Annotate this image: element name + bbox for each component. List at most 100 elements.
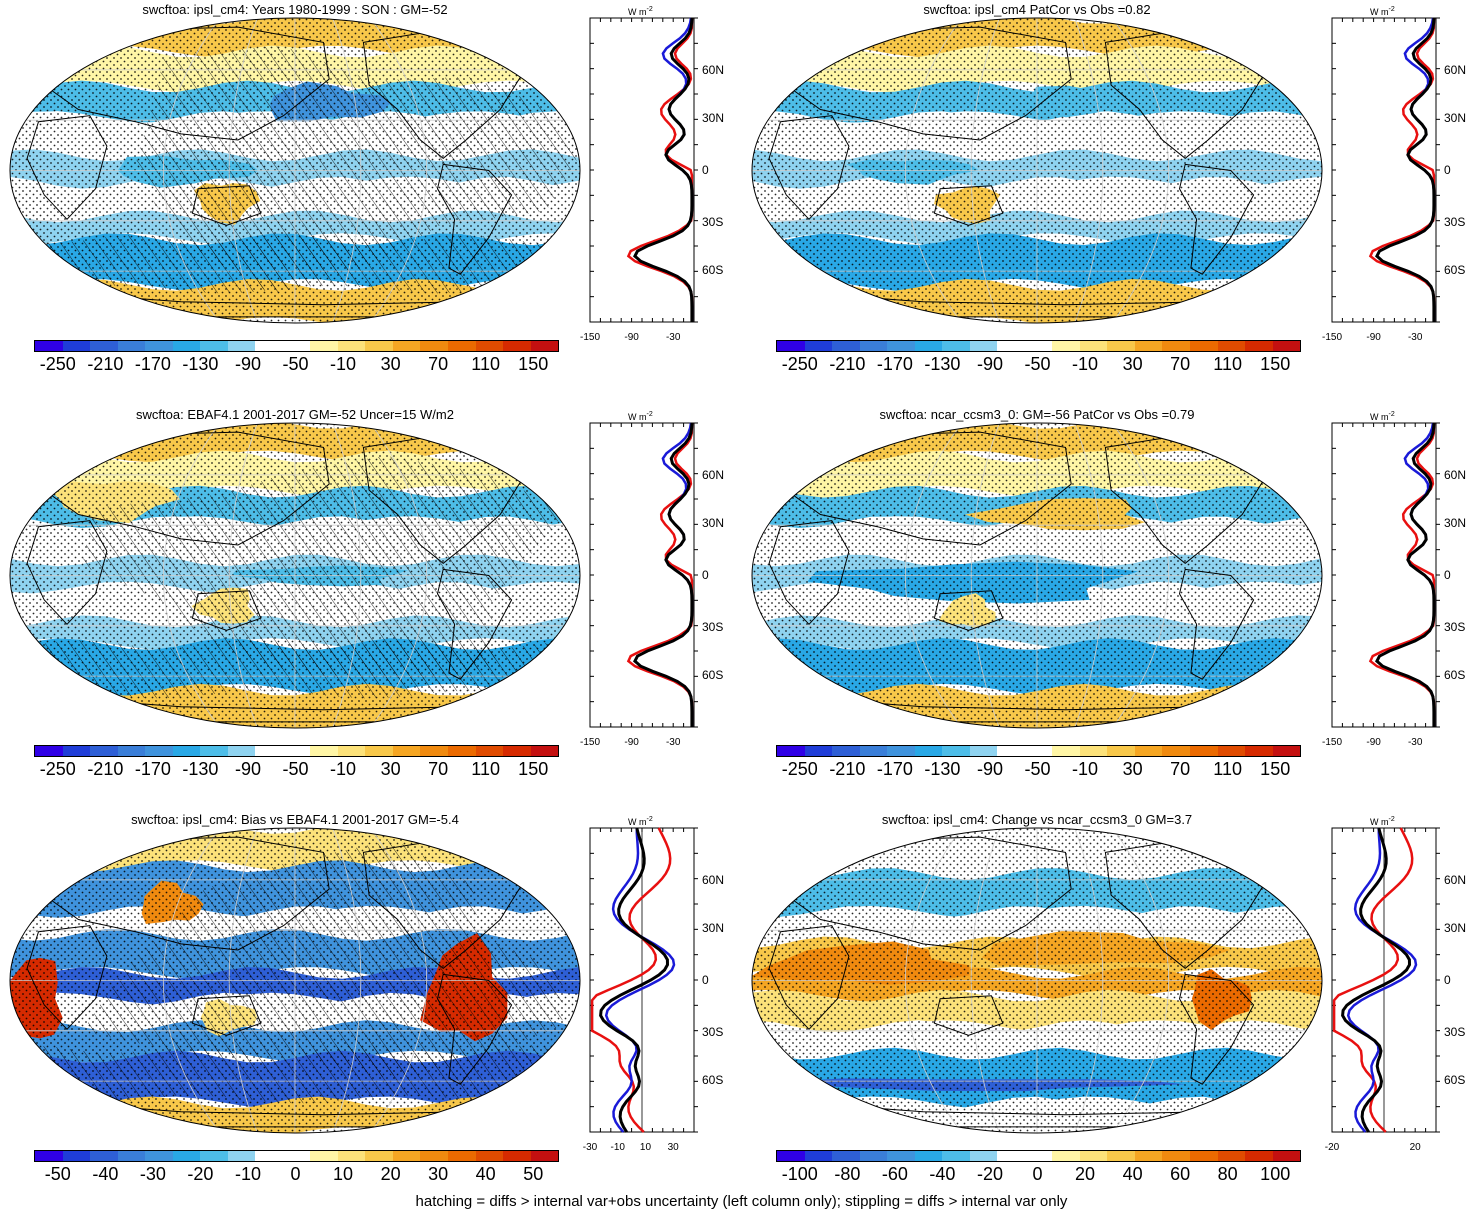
colorbar-tick-label: -50: [1024, 354, 1051, 374]
zonal-lat-label: 60N: [702, 62, 725, 77]
colorbar-swatch: [310, 1151, 338, 1161]
colorbar-swatch: [832, 341, 860, 351]
world-map: [751, 422, 1323, 729]
zonal-lat-label: 0: [702, 163, 709, 177]
colorbar-swatch: [777, 341, 805, 351]
colorbar-swatch: [310, 746, 338, 756]
colorbar-tick-label: -210: [87, 354, 124, 374]
colorbar-swatch: [172, 1151, 201, 1161]
map-title: swcftoa: ipsl_cm4 PatCor vs Obs =0.82: [923, 2, 1151, 17]
coastline-south-america: [1178, 973, 1255, 1085]
colorbar-swatch: [1217, 746, 1246, 756]
zonal-lat-label: 30N: [1444, 111, 1467, 126]
zonal-mean-plot: W m-2 60N 30N 0 30S 60S -150 -90 -30: [1322, 6, 1482, 350]
colorbar-swatch: [859, 341, 888, 351]
zonal-x-label: -150: [579, 737, 601, 748]
colorbar-swatch: [1245, 1151, 1273, 1161]
colorbar-swatch: [282, 341, 311, 351]
map-title: swcftoa: ipsl_cm4: Years 1980-1999 : SON…: [142, 2, 448, 17]
colorbar-tick-label: 70: [428, 759, 449, 779]
zonal-lat-label: 60N: [1444, 62, 1467, 77]
world-map: [9, 422, 581, 729]
colorbar-tick-label: -50: [282, 354, 309, 374]
colorbar-tick-label: -90: [976, 759, 1003, 779]
zonal-x-label: -90: [624, 332, 639, 343]
zonal-lat-label: 60S: [702, 668, 724, 683]
colorbar-tick-label: 110: [1213, 354, 1243, 374]
colorbar: [34, 745, 559, 757]
colorbar-swatch: [447, 1151, 476, 1161]
colorbar-swatch: [117, 746, 146, 756]
zonal-x-label: -150: [1321, 332, 1343, 343]
coastline-europe-asia: [37, 26, 330, 141]
colorbar-swatch: [1245, 746, 1273, 756]
colorbar-swatch: [914, 746, 943, 756]
zonal-unit-label: W m-2: [1370, 6, 1395, 17]
colorbar-swatch: [503, 746, 531, 756]
colorbar-swatch: [804, 746, 833, 756]
colorbar-tick-label: -20: [976, 1164, 1003, 1184]
zonal-lat-label: 60S: [1444, 668, 1466, 683]
colorbar-swatch: [503, 1151, 531, 1161]
colorbar-labels: -250 -210 -170 -130 -90 -50 -10 30 70 110 150: [34, 354, 557, 378]
colorbar-swatch: [1052, 341, 1080, 351]
colorbar-tick-label: 150: [1260, 354, 1291, 374]
colorbar-swatch: [1162, 746, 1190, 756]
coastline-africa: [26, 925, 108, 1031]
colorbar-swatch: [200, 341, 228, 351]
colorbar-swatch: [530, 1151, 559, 1161]
panel-model-patcor: swcftoa: ipsl_cm4 PatCor vs Obs =0.82 -25…: [742, 0, 1483, 405]
colorbar-tick-label: 0: [1032, 1164, 1043, 1184]
colorbar-tick-label: 110: [471, 354, 501, 374]
world-map: [751, 827, 1323, 1134]
colorbar-tick-label: -50: [1024, 759, 1051, 779]
zonal-lat-label: 30S: [702, 214, 724, 229]
colorbar-swatch: [282, 746, 311, 756]
zonal-lat-label: 60S: [702, 1073, 724, 1088]
coastline-africa: [768, 115, 850, 221]
colorbar-swatch: [227, 746, 256, 756]
colorbar-tick-label: -130: [182, 354, 219, 374]
zonal-lat-label: 30S: [1444, 1024, 1466, 1039]
colorbar-tick-label: 40: [475, 1164, 496, 1184]
zonal-x-label: -20: [1324, 1142, 1340, 1153]
colorbar-tick-label: -20: [187, 1164, 214, 1184]
coastline-australia: [191, 185, 262, 226]
map-title: swcftoa: ipsl_cm4: Bias vs EBAF4.1 2001-…: [131, 812, 459, 827]
colorbar-labels: -100 -80 -60 -40 -20 0 20 40 60 80 100: [776, 1164, 1299, 1188]
coastline-australia: [933, 185, 1004, 226]
colorbar-swatch: [145, 746, 173, 756]
colorbar-tick-label: 70: [428, 354, 449, 374]
zonal-x-label: -30: [665, 332, 681, 343]
zonal-lat-label: 0: [1444, 568, 1451, 582]
colorbar-swatch: [530, 746, 559, 756]
world-map: [751, 17, 1323, 324]
colorbar-swatch: [420, 746, 448, 756]
colorbar-swatch: [1024, 341, 1053, 351]
colorbar-tick-label: 30: [1122, 759, 1143, 779]
zonal-x-label: 20: [1409, 1142, 1421, 1153]
colorbar-swatch: [255, 341, 283, 351]
zonal-unit-label: W m-2: [1370, 816, 1395, 827]
colorbar-swatch: [1024, 1151, 1053, 1161]
colorbar-swatch: [832, 1151, 860, 1161]
zonal-x-label: -90: [1366, 737, 1381, 748]
colorbar-tick-label: -100: [781, 1164, 818, 1184]
colorbar-labels: -50 -40 -30 -20 -10 0 10 20 30 40 50: [34, 1164, 557, 1188]
world-map: [9, 827, 581, 1134]
panel-reference-model: swcftoa: ncar_ccsm3_0: GM=-56 PatCor vs …: [742, 405, 1483, 810]
zonal-lat-label: 60N: [1444, 467, 1467, 482]
zonal-mean-plot: W m-2 60N 30N 0 30S 60S -150 -90 -30: [580, 411, 740, 755]
colorbar-swatch: [62, 1151, 91, 1161]
colorbar-labels: -250 -210 -170 -130 -90 -50 -10 30 70 110 150: [776, 759, 1299, 783]
zonal-x-label: -30: [582, 1142, 598, 1153]
colorbar-tick-label: 70: [1170, 759, 1191, 779]
colorbar-tick-label: 110: [471, 759, 501, 779]
colorbar-swatch: [777, 1151, 805, 1161]
panel-change: swcftoa: ipsl_cm4: Change vs ncar_ccsm3_…: [742, 810, 1483, 1215]
colorbar-swatch: [145, 1151, 173, 1161]
colorbar-swatch: [365, 746, 393, 756]
zonal-line-model: [633, 422, 694, 727]
zonal-lat-label: 30N: [1444, 921, 1467, 936]
colorbar-tick-label: 40: [1122, 1164, 1143, 1184]
